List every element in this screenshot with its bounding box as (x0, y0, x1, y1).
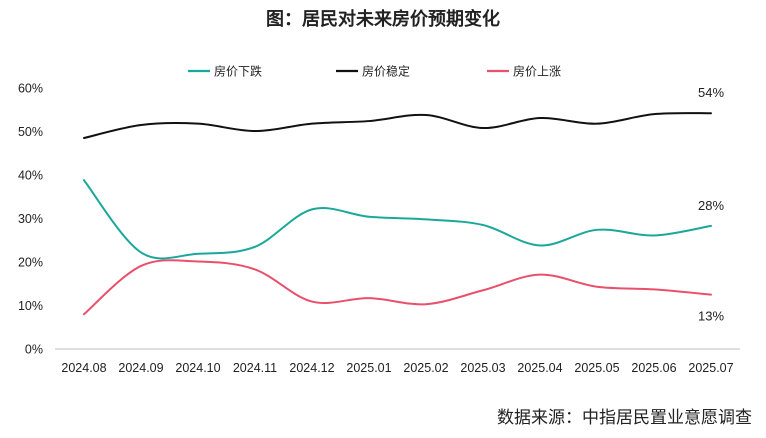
x-tick-label: 2024.09 (118, 361, 163, 375)
y-tick-label: 20% (18, 256, 43, 270)
y-tick-label: 0% (25, 343, 43, 357)
end-labels: 28% 54% 13% (698, 85, 724, 323)
x-tick-label: 2024.12 (289, 361, 334, 375)
y-tick-label: 40% (18, 169, 43, 183)
x-tick-label: 2025.03 (460, 361, 505, 375)
x-tick-label: 2024.10 (175, 361, 220, 375)
y-tick-label: 10% (18, 299, 43, 313)
legend-label: 房价稳定 (362, 64, 410, 79)
legend-label: 房价下跌 (214, 64, 262, 79)
source-note: 数据来源：中指居民置业意愿调查 (497, 408, 752, 428)
series-lines (83, 112, 712, 316)
y-tick-label: 60% (18, 82, 43, 96)
chart-title: 图：居民对未来房价预期变化 (266, 8, 500, 30)
series-end-label: 28% (698, 198, 724, 213)
x-tick-label: 2024.11 (233, 361, 277, 375)
series-line-2 (83, 112, 712, 140)
x-tick-label: 2024.08 (61, 361, 106, 375)
legend-label: 房价上涨 (513, 64, 561, 79)
series-end-label: 54% (698, 85, 724, 100)
y-tick-label: 50% (18, 125, 43, 139)
series-line-3 (83, 259, 712, 316)
x-tick-label: 2025.06 (631, 361, 676, 375)
legend: 房价下跌 房价稳定 房价上涨 (188, 64, 561, 79)
x-tick-label: 2025.05 (574, 361, 619, 375)
x-tick-label: 2025.04 (517, 361, 562, 375)
series-line-1 (83, 179, 712, 260)
series-end-label: 13% (698, 309, 724, 324)
x-tick-label: 2025.02 (403, 361, 448, 375)
y-tick-label: 30% (18, 212, 43, 226)
x-tick-label: 2025.07 (688, 361, 733, 375)
x-tick-label: 2025.01 (346, 361, 391, 375)
axes: 0% 10% 20% 30% 40% 50% 60% 2024.08 2024.09 2024.1… (18, 82, 740, 375)
